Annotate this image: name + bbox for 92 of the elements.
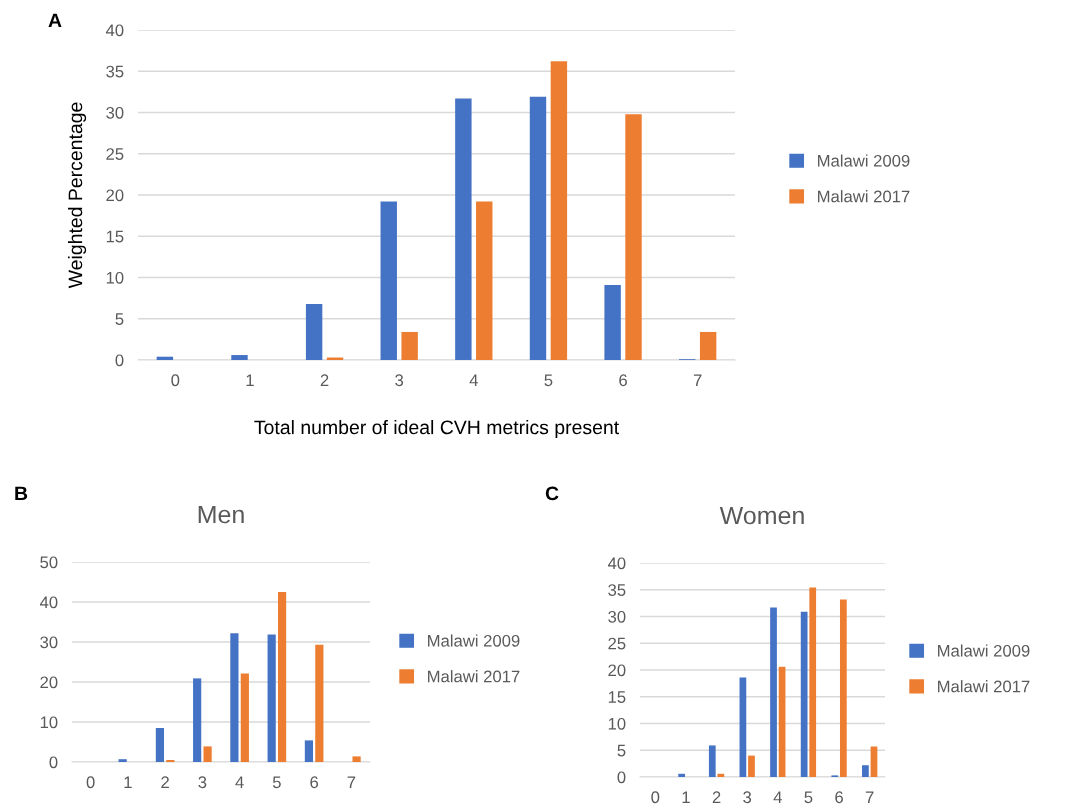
x-tick-label: 2 [712,791,721,803]
bar [305,303,323,360]
x-tick-label: 4 [235,776,244,788]
bar [529,96,547,360]
bar [231,355,248,360]
bar [155,728,165,762]
y-tick-label: 20 [608,664,626,677]
bar [604,284,621,360]
legend-label: Malawi 2017 [428,670,520,683]
y-tick-label: 10 [608,717,626,730]
y-tick-label: 5 [617,744,626,757]
x-tick-label: 5 [804,791,813,804]
bar [267,634,276,762]
bar [476,201,493,360]
y-tick-label: 50 [40,556,58,569]
bar [717,773,725,777]
x-tick-label: 5 [544,374,553,387]
x-tick-label: 7 [347,776,356,788]
y-axis-title: Weighted Percentage [68,102,87,289]
bar [678,773,686,777]
x-tick-label: 0 [651,791,660,804]
x-tick-label: 3 [198,776,207,789]
y-tick-label: 0 [115,354,124,367]
y-tick-label: 15 [106,230,124,243]
y-tick-label: 30 [40,636,58,649]
bar [770,607,777,777]
bar [203,746,212,762]
y-tick-label: 5 [115,313,124,325]
bar [193,678,202,762]
bar [230,633,239,762]
x-tick-label: 2 [320,374,329,386]
y-tick-label: 25 [106,148,124,160]
legend-label: Malawi 2009 [938,644,1030,657]
legend-label: Malawi 2009 [428,634,520,647]
y-tick-label: 20 [40,676,58,689]
bar [809,587,817,777]
bar [352,756,361,762]
bar [800,611,808,777]
bar [315,644,324,762]
y-tick-label: 40 [607,557,626,570]
x-tick-label: 0 [171,374,180,387]
x-tick-label: 0 [86,776,95,789]
legend-label: Malawi 2009 [818,154,910,167]
x-tick-label: 2 [161,776,169,788]
y-tick-label: 15 [608,691,626,703]
text: C [545,486,559,501]
x-tick-label: 1 [124,776,132,788]
y-tick-label: 10 [106,271,124,284]
bar [739,677,747,777]
y-tick-label: 35 [608,584,626,596]
text: B [15,486,28,501]
legend-label: Malawi 2017 [818,190,910,203]
bar [862,765,869,777]
y-tick-label: 20 [106,189,124,202]
bar [625,114,642,360]
bar [401,331,418,360]
x-tick-label: 1 [682,791,690,803]
x-tick-label: 6 [619,374,627,387]
y-tick-label: 40 [105,24,124,37]
bar [240,673,249,762]
y-tick-label: 10 [40,716,58,729]
x-tick-label: 7 [865,791,874,803]
y-tick-label: 30 [106,106,124,119]
y-tick-label: 40 [39,596,58,609]
legend-label: Malawi 2017 [938,680,1030,693]
x-tick-label: 7 [693,374,702,386]
y-tick-label: 25 [608,637,626,650]
bar [708,745,716,777]
chart-title: Men [198,505,244,524]
x-axis-title: Total number of ideal CVH metrics present [254,419,619,439]
x-tick-label: 5 [272,776,281,789]
bar [839,599,847,777]
text: A [48,13,62,28]
bar [380,201,397,360]
x-tick-label: 3 [743,791,752,804]
bar [748,755,755,777]
bar [550,61,568,360]
chart-title: Women [719,506,804,525]
y-tick-label: 0 [49,756,58,769]
x-tick-label: 3 [395,374,404,387]
x-tick-label: 1 [246,374,254,386]
bar [118,759,127,762]
bar [455,98,472,360]
x-tick-label: 4 [469,374,478,386]
bar [699,331,717,360]
x-tick-label: 6 [310,776,319,789]
x-tick-label: 4 [773,791,782,803]
bar [277,592,287,762]
y-tick-label: 30 [608,610,626,623]
x-tick-label: 6 [835,791,843,804]
y-tick-label: 35 [106,65,124,78]
bar [304,740,314,762]
